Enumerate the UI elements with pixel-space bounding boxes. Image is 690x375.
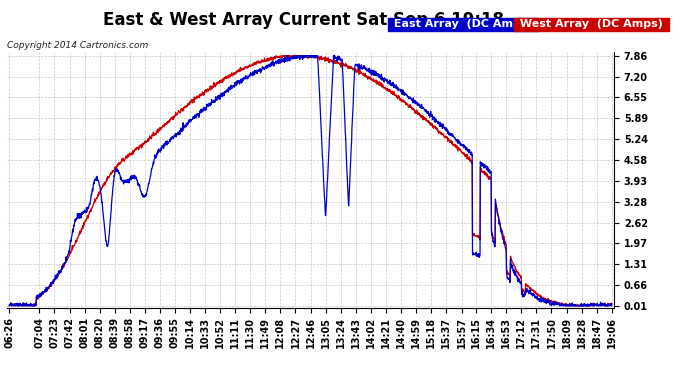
Text: East & West Array Current Sat Sep 6 19:18: East & West Array Current Sat Sep 6 19:1… bbox=[103, 11, 504, 29]
Text: Copyright 2014 Cartronics.com: Copyright 2014 Cartronics.com bbox=[7, 41, 148, 50]
Text: East Array  (DC Amps): East Array (DC Amps) bbox=[390, 20, 536, 29]
Text: West Array  (DC Amps): West Array (DC Amps) bbox=[516, 20, 667, 29]
